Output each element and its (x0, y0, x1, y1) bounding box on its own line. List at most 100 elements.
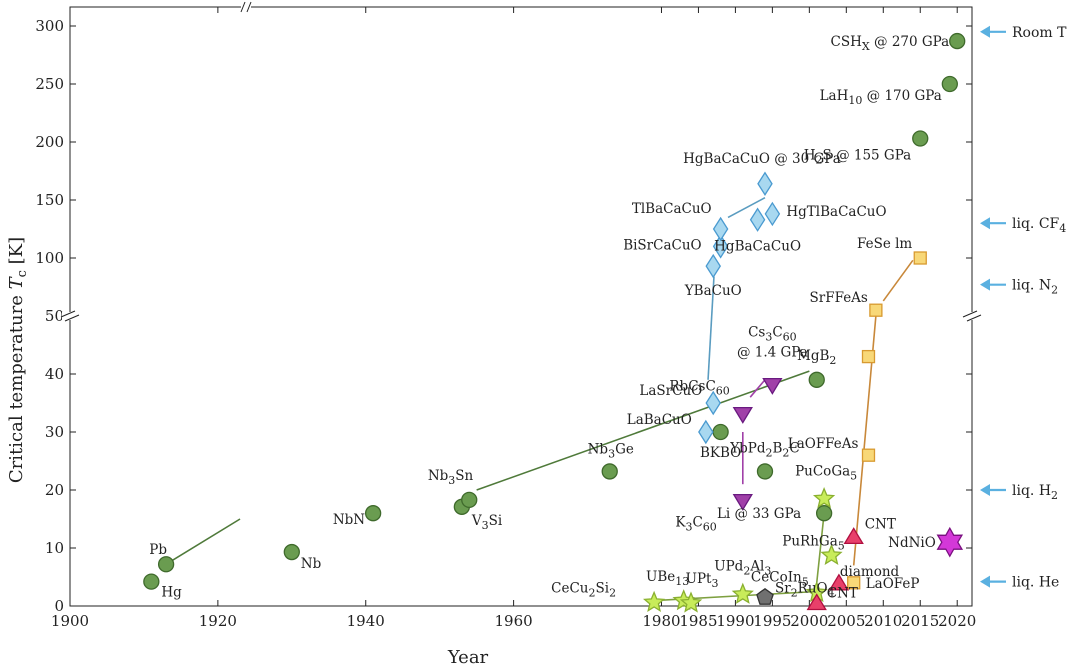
marker-ruthenate-sr2ruo4-0 (756, 588, 774, 605)
axis-layer: 0 10 20 30 40 50 100 150 200 250 300 1900 1920 1940 19… (35, 1, 982, 630)
x-tick-label-2015: 2015 (901, 612, 939, 630)
trend-lines (165, 196, 914, 601)
marker-bcs-lah10-at-170-gpa-12 (941, 75, 958, 93)
y-tick-label-20: 20 (45, 481, 64, 499)
marker-carbon-cnt-2 (843, 527, 864, 545)
ref-arrow-head-liq-cf4 (980, 217, 990, 230)
heavy-fermion-line-2 (815, 513, 825, 583)
x-tick-label-1985: 1985 (679, 612, 717, 630)
marker-bcs-hg-0 (143, 573, 160, 590)
marker-bcs-mgb2-9 (808, 371, 825, 388)
y-axis-title: Critical temperature Tc [K] (6, 237, 30, 483)
marker-cuprate-hgbacacuo-at-30-gpa-6 (757, 171, 773, 196)
label-pucoga5-5: PuCoGa5​ (795, 464, 857, 483)
marker-bcs-li-at-33-gpa-10 (815, 505, 833, 522)
y-axis-break-right-a (962, 310, 978, 318)
x-tick-label-1920: 1920 (199, 612, 237, 630)
marker-cuprate-ybacuo-2 (705, 253, 721, 279)
cuprate-line-2 (727, 196, 766, 219)
label-h2s-at-155-gpa-11: H2​S @ 155 GPa (804, 148, 911, 167)
y-axis-title-sub: c (15, 270, 30, 277)
y-tick-label-150: 150 (35, 191, 64, 209)
label-srffeas-3: SrFFeAs (810, 290, 868, 306)
label-bkbo-7: BKBO (700, 445, 741, 461)
marker-carbon-diamond-1 (828, 573, 850, 591)
label-sr2ruo4-0: Sr2​RuO4​ (775, 580, 835, 599)
label-upd2al3-3: UPd2​Al3​ (714, 558, 771, 577)
label-k3c60-0: K3​C60​ (675, 515, 716, 534)
fulleride-line-2 (749, 379, 766, 398)
plot-frame (69, 6, 973, 607)
ref-arrow-head-liq-h2 (980, 484, 990, 496)
marker-bcs-h2s-at-155-gpa-11 (912, 130, 929, 147)
marker-fulleride-cs3c60-at-1-4-gpa-2 (762, 377, 783, 395)
ref-arrow-head-liq-n2 (980, 278, 990, 291)
x-axis-break-a (240, 1, 246, 13)
ref-label-liq-n2: liq. N2 (1012, 278, 1058, 297)
marker-cuprate-lasrcuo-1 (705, 390, 721, 416)
marker-bcs-ybpd2b2c-8 (756, 463, 774, 480)
label-bisrcacuo-3: BiSrCaCuO (623, 237, 701, 253)
label-cnt-2: CNT (865, 516, 896, 532)
label-cecoin5-4: CeCoIn5​ (751, 570, 809, 589)
label-nbn-3: NbN (333, 512, 365, 528)
label-laoffeas-1: LaOFFeAs (788, 436, 859, 452)
marker-bcs-nbn-3 (364, 505, 382, 522)
marker-heavy-fermion-cecu2si2-0 (642, 590, 666, 612)
marker-heavy-fermion-upd2al3-3 (731, 582, 754, 604)
y-axis-break-left-b (64, 314, 80, 322)
marker-iron-based-laoffeas-1 (861, 448, 876, 462)
reference-annotations: Room T liq. CF4 liq. N2 liq. H2 liq. He (980, 25, 1067, 591)
marker-bcs-nb3ge-6 (601, 463, 618, 480)
marker-iron-based-unlabeled-2 (861, 349, 876, 364)
label-labacuo-0: LaBaCuO (627, 412, 692, 428)
label-nb3sn-5: Nb3​Sn (428, 468, 474, 487)
marker-bcs-cshx-at-270-gpa-13 (949, 32, 966, 50)
x-axis-break-b (246, 1, 252, 13)
label-pb-1: Pb (149, 542, 167, 558)
marker-iron-based-srffeas-3 (869, 303, 883, 317)
x-tick-label-2005: 2005 (827, 612, 865, 630)
marker-cuprate-labacuo-0 (698, 419, 714, 445)
data-markers (143, 32, 966, 613)
marker-bcs-nb3sn-5 (461, 491, 478, 509)
bcs-line-2 (476, 370, 810, 491)
label-ybacuo-2: YBaCuO (684, 283, 742, 299)
x-tick-label-1960: 1960 (495, 612, 533, 630)
label-hgbacacuo-5: HgBaCaCuO (714, 239, 801, 255)
marker-carbon-cnt-0 (806, 593, 827, 611)
label-hgbacacuo-at-30-gpa-6: HgBaCaCuO @ 30 GPa (683, 151, 841, 167)
label-rbcsc60-1: RbCsC60​ (669, 379, 729, 398)
label-lah10-at-170-gpa-12: LaH10​ @ 170 GPa (820, 88, 942, 107)
ref-label-liq-he: liq. He (1012, 575, 1059, 591)
x-tick-label-2000: 2000 (790, 612, 828, 630)
label-nb3ge-6: Nb3​Ge (588, 441, 634, 460)
y-tick-label-30: 30 (45, 423, 64, 441)
marker-cuprate-tlbacacuo-4 (712, 216, 729, 242)
label-hg-0: Hg (161, 585, 182, 601)
ref-label-liq-cf4: liq. CF4 (1012, 216, 1066, 235)
y-tick-label-0: 0 (54, 597, 64, 615)
marker-fulleride-k3c60-0 (732, 493, 753, 511)
iron-line-2 (882, 259, 914, 302)
y-axis-break-left-a (60, 310, 76, 318)
label-upt3-2: UPt3​ (686, 571, 719, 590)
label-cs3c60-at-1-4-gpa-line1-2: @ 1.4 GPa (737, 345, 808, 361)
y-axis-title-var: T (6, 275, 27, 289)
label-ndnio-0: NdNiO (888, 535, 936, 551)
label-hgtlbacacuo-7: HgTlBaCaCuO (786, 204, 886, 220)
label-lasrcuo-1: LaSrCuO (639, 383, 702, 399)
ref-arrow-head-liq-he (980, 575, 990, 588)
label-fese-lm-4: FeSe lm (857, 236, 912, 252)
ref-label-room-t: Room T (1012, 25, 1067, 41)
y-axis-title-unit: [K] (6, 237, 27, 270)
x-tick-label-1990: 1990 (716, 612, 754, 630)
y-tick-label-100: 100 (35, 249, 64, 267)
x-tick-label-1900: 1900 (51, 612, 89, 630)
bcs-line-1 (165, 518, 241, 565)
label-cecu2si2-0: CeCu2​Si2​ (551, 581, 616, 600)
label-diamond-1: diamond (840, 564, 900, 580)
marker-cuprate-hgbacacuo-5 (749, 207, 766, 232)
marker-iron-based-laofep-0 (847, 576, 861, 590)
y-tick-label-10: 10 (45, 539, 64, 557)
